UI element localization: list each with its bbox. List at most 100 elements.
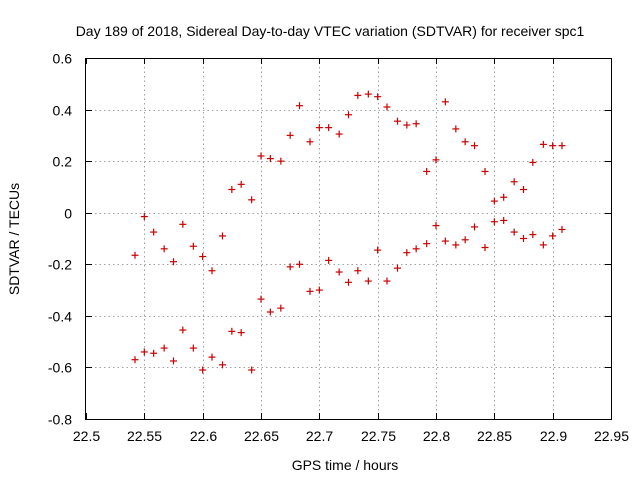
data-point: [412, 245, 420, 253]
data-point: [461, 236, 469, 244]
data-point: [277, 304, 285, 312]
data-point: [403, 249, 411, 257]
data-point: [325, 256, 333, 264]
data-point: [423, 167, 431, 175]
data-point: [315, 286, 323, 294]
y-tick-label: -0.2: [48, 257, 72, 273]
data-point: [189, 344, 197, 352]
x-axis-title: GPS time / hours: [292, 457, 399, 473]
data-point: [286, 263, 294, 271]
chart-title: Day 189 of 2018, Sidereal Day-to-day VTE…: [76, 23, 585, 39]
x-tick-label: 22.55: [127, 428, 162, 444]
data-point: [228, 186, 236, 194]
data-point: [257, 152, 265, 160]
data-point: [374, 246, 382, 254]
data-point: [383, 103, 391, 111]
y-tick-label: -0.4: [48, 309, 72, 325]
plot-frame: [85, 58, 612, 420]
data-points: [131, 90, 566, 374]
data-point: [558, 225, 566, 233]
data-point: [539, 140, 547, 148]
y-tick-label: 0.4: [53, 103, 73, 119]
y-tick-label: -0.6: [48, 360, 72, 376]
data-point: [219, 232, 226, 240]
data-point: [364, 90, 372, 98]
data-point: [179, 326, 187, 334]
data-point: [131, 251, 139, 259]
data-point: [140, 213, 148, 221]
data-point: [558, 142, 566, 150]
data-point: [520, 235, 527, 242]
data-point: [471, 142, 478, 150]
data-point: [432, 222, 440, 230]
x-tick-label: 22.6: [190, 428, 217, 444]
data-point: [539, 241, 547, 249]
data-point: [364, 277, 372, 285]
x-tick-label: 22.65: [244, 428, 279, 444]
data-point: [529, 231, 537, 239]
data-point: [306, 287, 314, 295]
x-tick-label: 22.9: [540, 428, 567, 444]
data-point: [219, 361, 226, 369]
data-point: [170, 357, 177, 365]
data-point: [549, 142, 557, 150]
data-point: [160, 245, 168, 253]
data-point: [306, 138, 314, 146]
data-point: [432, 156, 440, 164]
data-point: [335, 130, 343, 138]
x-tick-label: 22.95: [594, 428, 629, 444]
data-point: [481, 244, 489, 252]
y-axis-title: SDTVAR / TECUs: [6, 183, 22, 295]
data-point: [490, 218, 498, 226]
data-point: [335, 268, 343, 276]
data-point: [150, 228, 158, 236]
data-point: [510, 178, 518, 186]
y-tick-label: -0.8: [48, 412, 72, 428]
data-point: [394, 264, 401, 272]
data-point: [441, 237, 449, 245]
data-point: [160, 344, 168, 352]
data-point: [140, 348, 148, 356]
data-point: [286, 131, 294, 139]
data-point: [383, 277, 391, 285]
data-point: [345, 278, 352, 286]
grid: [86, 58, 611, 419]
data-point: [354, 91, 362, 99]
data-point: [179, 220, 187, 228]
data-point: [441, 98, 449, 106]
data-point: [237, 180, 245, 188]
data-point: [412, 120, 420, 128]
data-point: [471, 223, 478, 231]
data-point: [266, 155, 274, 163]
data-point: [199, 253, 207, 261]
x-tick-label: 22.75: [361, 428, 396, 444]
data-point: [481, 167, 489, 175]
data-point: [248, 366, 256, 374]
data-point: [374, 93, 382, 101]
data-point: [248, 196, 256, 204]
data-point: [131, 356, 139, 364]
x-tick-label: 22.85: [477, 428, 512, 444]
data-point: [345, 111, 352, 119]
x-tick-label: 22.8: [423, 428, 450, 444]
data-point: [500, 193, 508, 201]
y-tick-label: 0.2: [53, 154, 73, 170]
data-point: [490, 197, 498, 205]
data-point: [423, 240, 431, 248]
data-point: [549, 232, 557, 240]
y-tick-label: 0.6: [53, 51, 73, 67]
data-point: [237, 329, 245, 337]
data-point: [500, 216, 508, 224]
data-point: [452, 241, 460, 249]
data-point: [529, 158, 537, 166]
data-point: [266, 308, 274, 316]
x-tick-label: 22.5: [73, 428, 100, 444]
data-point: [296, 260, 303, 268]
data-point: [199, 366, 207, 374]
y-tick-labels: -0.8 -0.6 -0.4 -0.2 0 0.2 0.4 0.6: [48, 51, 72, 428]
data-point: [257, 295, 265, 303]
data-point: [403, 121, 411, 129]
data-point: [296, 102, 303, 110]
y-tick-label: 0: [64, 206, 72, 222]
